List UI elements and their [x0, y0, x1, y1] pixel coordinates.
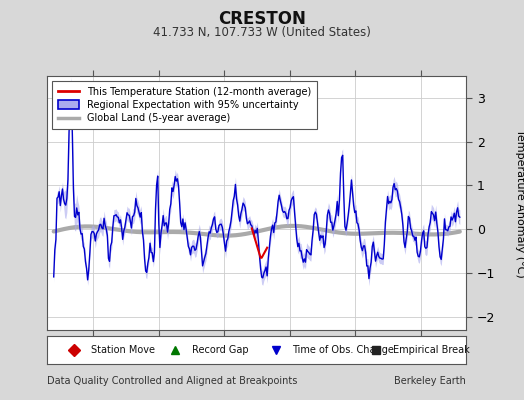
- Text: Station Move: Station Move: [91, 345, 155, 355]
- Text: Time of Obs. Change: Time of Obs. Change: [292, 345, 394, 355]
- Text: Data Quality Controlled and Aligned at Breakpoints: Data Quality Controlled and Aligned at B…: [47, 376, 298, 386]
- Text: 41.733 N, 107.733 W (United States): 41.733 N, 107.733 W (United States): [153, 26, 371, 39]
- Text: Empirical Break: Empirical Break: [393, 345, 470, 355]
- Text: CRESTON: CRESTON: [218, 10, 306, 28]
- Text: Berkeley Earth: Berkeley Earth: [395, 376, 466, 386]
- Legend: This Temperature Station (12-month average), Regional Expectation with 95% uncer: This Temperature Station (12-month avera…: [52, 81, 317, 129]
- Text: Record Gap: Record Gap: [192, 345, 248, 355]
- Y-axis label: Temperature Anomaly (°C): Temperature Anomaly (°C): [515, 129, 524, 277]
